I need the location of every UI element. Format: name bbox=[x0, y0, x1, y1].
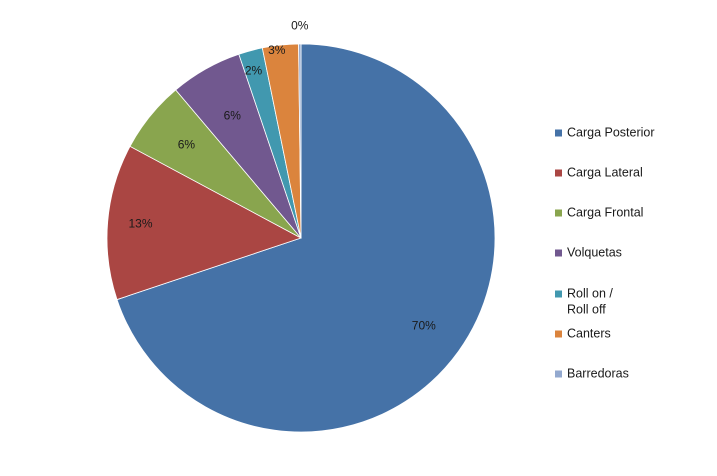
legend-item-barredoras: Barredoras bbox=[555, 366, 629, 380]
legend-swatch-carga-posterior bbox=[555, 129, 562, 137]
legend-item-carga-frontal: Carga Frontal bbox=[555, 205, 643, 219]
legend-label-carga-posterior: Carga Posterior bbox=[567, 125, 655, 139]
legend-swatch-carga-lateral bbox=[555, 169, 562, 177]
data-label-roll-on-roll-off: 2% bbox=[245, 64, 263, 78]
legend-item-carga-lateral: Carga Lateral bbox=[555, 165, 643, 179]
data-label-canters: 3% bbox=[268, 43, 286, 57]
legend-swatch-volquetas bbox=[555, 249, 562, 257]
pie-slice-carga-lateral bbox=[106, 145, 303, 301]
legend-label-canters: Canters bbox=[567, 326, 611, 340]
legend-label-roll-on-roll-off-line-2: Roll off bbox=[567, 302, 606, 316]
data-label-barredoras: 0% bbox=[291, 18, 309, 32]
legend-swatch-barredoras bbox=[555, 370, 562, 378]
data-label-volquetas: 6% bbox=[224, 109, 242, 123]
pie-slice-barredoras bbox=[298, 43, 302, 239]
legend-item-roll-on-roll-off: Roll on / Roll off bbox=[555, 286, 613, 316]
pie-data-labels: 70% 13% 6% 6% 2% 3% 0% bbox=[128, 18, 436, 332]
legend-swatch-carga-frontal bbox=[555, 209, 562, 217]
data-label-carga-posterior: 70% bbox=[412, 319, 436, 333]
legend-item-volquetas: Volquetas bbox=[555, 245, 622, 259]
legend: Carga Posterior Carga Lateral Carga Fronta… bbox=[555, 125, 655, 380]
pie-slice-carga-posterior bbox=[116, 43, 496, 433]
legend-label-roll-on-roll-off-line-1: Roll on / bbox=[567, 286, 613, 300]
legend-label-volquetas: Volquetas bbox=[567, 245, 622, 259]
data-label-carga-frontal: 6% bbox=[178, 137, 196, 151]
data-label-carga-lateral: 13% bbox=[128, 217, 152, 231]
legend-item-canters: Canters bbox=[555, 326, 611, 340]
pie-slices bbox=[106, 43, 496, 433]
legend-label-carga-frontal: Carga Frontal bbox=[567, 205, 643, 219]
legend-swatch-canters bbox=[555, 330, 562, 338]
legend-label-carga-lateral: Carga Lateral bbox=[567, 165, 643, 179]
legend-swatch-roll-on-roll-off bbox=[555, 290, 562, 298]
legend-label-barredoras: Barredoras bbox=[567, 366, 629, 380]
legend-item-carga-posterior: Carga Posterior bbox=[555, 125, 655, 139]
